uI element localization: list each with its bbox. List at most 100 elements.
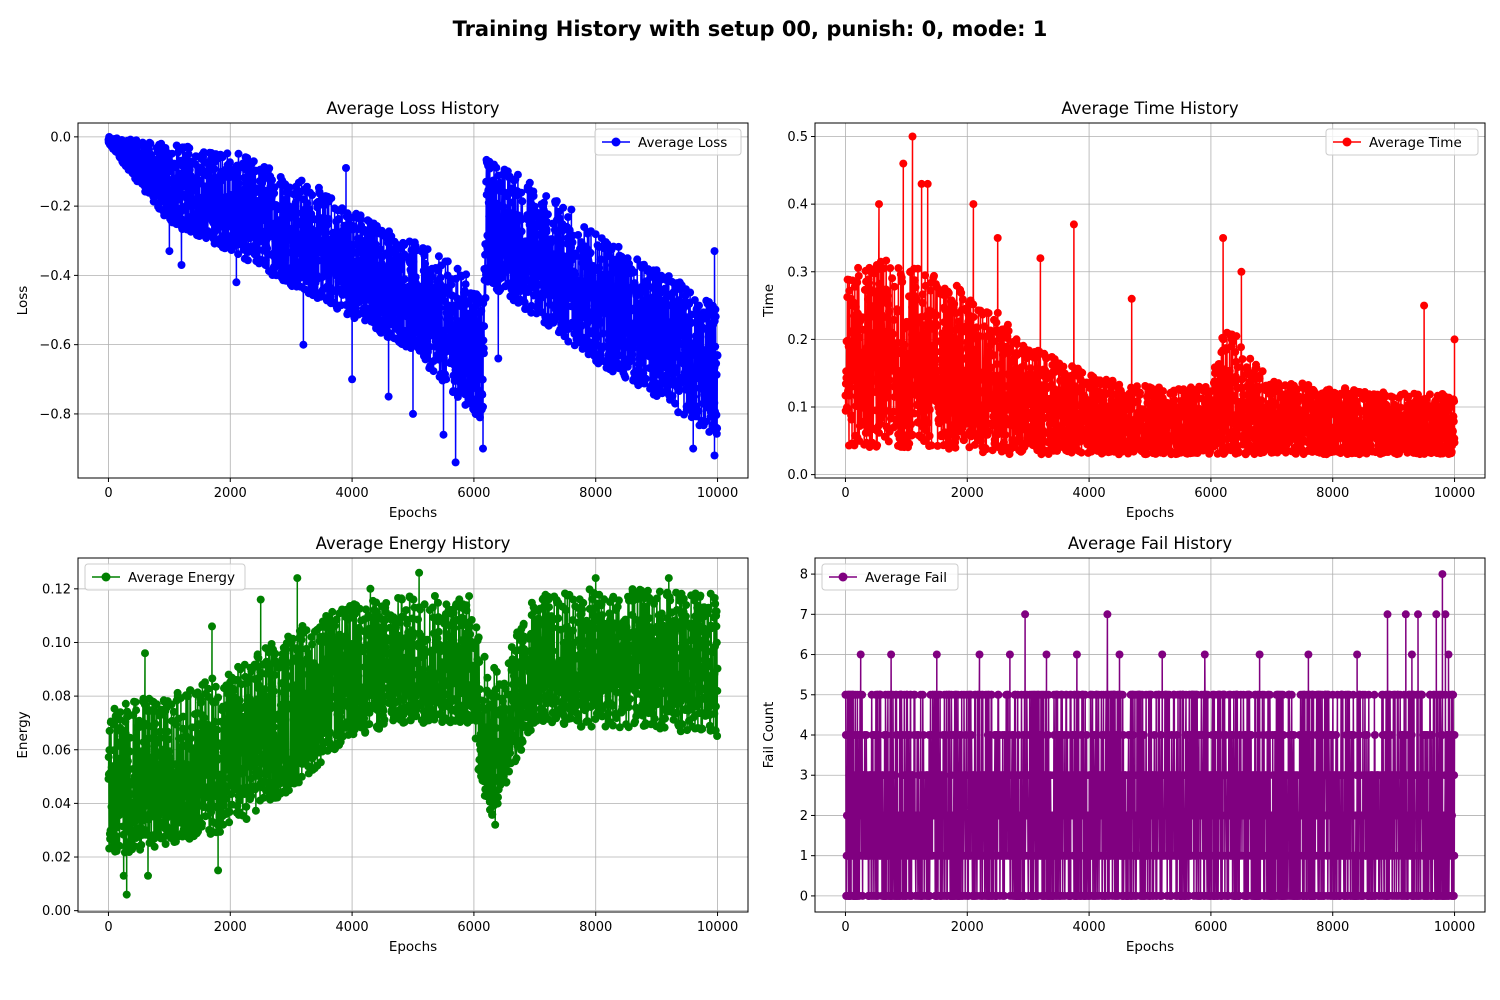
data-point xyxy=(930,271,938,280)
data-point xyxy=(949,350,958,359)
data-point xyxy=(989,337,998,346)
data-point xyxy=(509,225,518,234)
data-point xyxy=(557,239,566,248)
data-point xyxy=(474,397,483,406)
data-point xyxy=(881,406,890,415)
data-point xyxy=(851,302,860,311)
data-point xyxy=(409,257,418,266)
x-tick-label: 4000 xyxy=(336,486,369,501)
data-point xyxy=(223,149,232,158)
data-point xyxy=(1069,421,1078,430)
data-point xyxy=(243,256,252,265)
data-point xyxy=(984,427,993,436)
data-point xyxy=(494,354,503,363)
data-point xyxy=(968,376,977,385)
data-point xyxy=(483,245,492,254)
data-point xyxy=(956,346,965,355)
data-point xyxy=(861,358,870,366)
data-point xyxy=(608,322,617,331)
data-point xyxy=(560,307,569,316)
data-point xyxy=(451,458,460,467)
data-point xyxy=(566,294,575,302)
data-point xyxy=(691,332,700,341)
data-point xyxy=(492,257,501,266)
x-tick-label: 10000 xyxy=(697,486,738,501)
data-point xyxy=(517,188,526,197)
y-tick-label: −0.6 xyxy=(39,338,71,353)
data-point xyxy=(699,308,708,317)
data-point xyxy=(933,366,942,375)
data-point xyxy=(548,269,557,278)
data-point xyxy=(861,417,870,426)
data-point xyxy=(938,360,946,369)
data-point xyxy=(908,330,916,339)
tick-labels: 0 2000 4000 6000 8000 100000.0−0.2−0.4−0.6−0.… xyxy=(39,130,738,501)
data-point xyxy=(908,304,917,313)
data-point xyxy=(666,318,675,327)
data-point xyxy=(893,307,902,316)
data-point xyxy=(395,265,404,274)
data-point xyxy=(479,336,488,345)
series-average-time xyxy=(841,132,1459,459)
data-point xyxy=(1238,355,1247,364)
data-point xyxy=(265,164,274,173)
data-point xyxy=(843,405,852,413)
data-point xyxy=(660,302,669,310)
data-point xyxy=(478,375,487,384)
data-point xyxy=(404,282,413,291)
data-point xyxy=(409,409,417,418)
data-point xyxy=(916,346,925,355)
data-point xyxy=(479,444,487,453)
data-point xyxy=(647,344,656,353)
data-point xyxy=(430,297,439,306)
data-point xyxy=(542,225,551,234)
data-point xyxy=(329,228,337,237)
data-point xyxy=(911,283,920,292)
data-point xyxy=(872,374,881,383)
data-point xyxy=(524,267,533,276)
data-point xyxy=(1221,420,1230,429)
data-point xyxy=(949,380,958,389)
data-point xyxy=(327,194,336,203)
data-point xyxy=(389,294,398,303)
data-point xyxy=(603,240,612,249)
data-point xyxy=(1246,354,1255,363)
data-point xyxy=(675,387,684,395)
data-point xyxy=(883,384,892,393)
data-point xyxy=(1013,340,1021,349)
data-point xyxy=(953,335,962,344)
data-point xyxy=(898,278,907,286)
data-point xyxy=(929,351,938,360)
data-point xyxy=(1179,423,1188,432)
data-point xyxy=(875,279,884,288)
data-point xyxy=(980,322,989,331)
data-point xyxy=(1028,373,1036,382)
data-point xyxy=(587,308,596,317)
data-point xyxy=(334,215,343,223)
data-point xyxy=(707,333,715,342)
data-point xyxy=(862,314,871,323)
data-point xyxy=(860,351,868,360)
legend: Average Loss xyxy=(594,128,742,156)
data-point xyxy=(1027,422,1036,431)
data-point xyxy=(903,322,912,331)
data-point xyxy=(970,345,979,354)
data-point xyxy=(879,264,888,273)
data-point xyxy=(992,318,1001,327)
data-point xyxy=(280,196,289,204)
data-point xyxy=(586,248,595,257)
data-point xyxy=(594,309,603,318)
data-point xyxy=(969,300,978,309)
data-point xyxy=(469,313,478,322)
data-point xyxy=(631,329,640,338)
data-point xyxy=(270,189,279,198)
data-point xyxy=(925,405,934,414)
data-point xyxy=(603,291,612,300)
data-point xyxy=(1107,396,1116,405)
data-point xyxy=(972,323,981,332)
data-point xyxy=(924,418,933,427)
data-point xyxy=(871,388,880,396)
data-point xyxy=(941,372,950,381)
panel-title: Average Loss History xyxy=(326,99,499,118)
data-point xyxy=(201,182,210,191)
